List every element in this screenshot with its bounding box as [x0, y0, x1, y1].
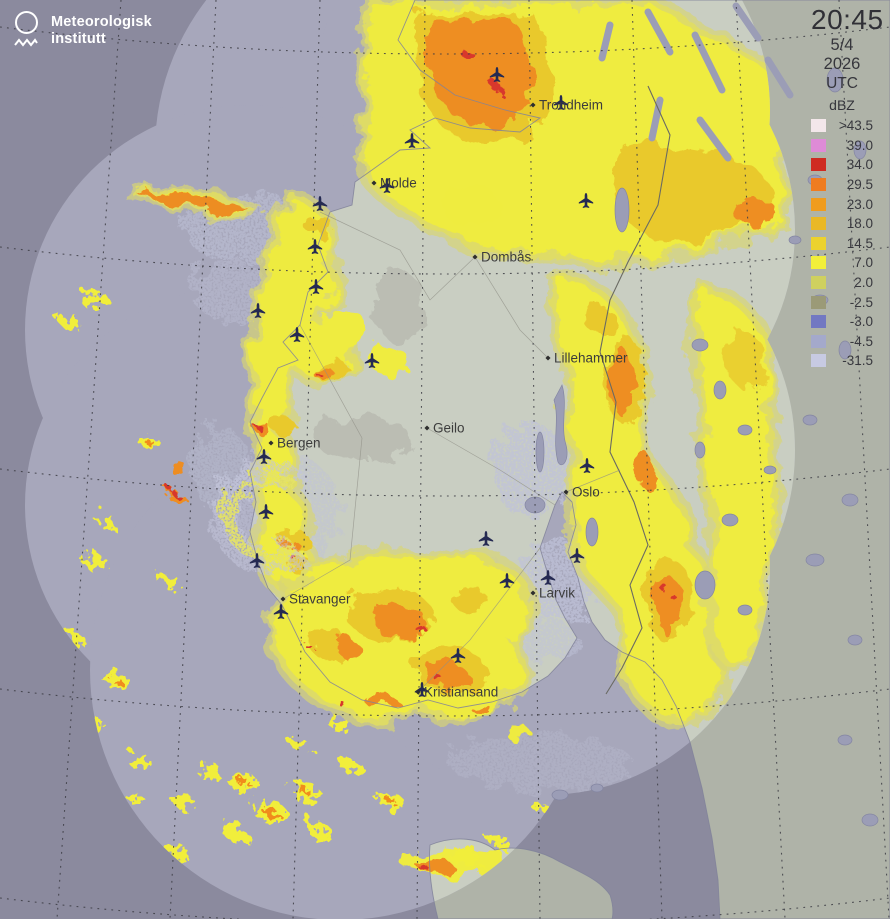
legend-swatch	[811, 315, 826, 329]
legend-label: 2.0	[854, 275, 873, 291]
legend-swatch	[811, 236, 826, 250]
legend-label: 7.0	[854, 255, 873, 271]
country-border	[599, 85, 671, 695]
legend-row: 18.0	[811, 214, 873, 234]
legend-swatch	[811, 334, 826, 348]
logo-text: Meteorologisk institutt	[51, 11, 152, 48]
legend-row: 29.5	[811, 175, 873, 195]
city-label-trondheim: Trondheim	[530, 98, 603, 113]
clutter-ring	[211, 460, 307, 575]
legend-row: 39.0	[811, 136, 873, 156]
city-label-larvik: Larvik	[530, 586, 575, 601]
legend-label: 18.0	[846, 216, 873, 232]
legend-row: -31.5	[811, 351, 873, 371]
legend-row: -3.0	[811, 312, 873, 332]
clock-timezone: UTC	[826, 75, 858, 92]
legend-swatch	[811, 197, 826, 211]
legend-swatch	[811, 256, 826, 270]
city-label-dombås: Dombås	[472, 250, 532, 265]
legend-swatch	[811, 178, 826, 192]
city-labels: Trondheim Molde Dombås Lillehammer Geilo Berg…	[268, 98, 628, 700]
logo-line1: Meteorologisk	[51, 14, 152, 30]
city-name: Lillehammer	[554, 351, 628, 366]
legend-swatch	[811, 119, 826, 133]
legend-swatch	[811, 354, 826, 368]
logo-circle-icon	[14, 11, 38, 34]
clock-time: 20:45	[811, 4, 884, 35]
legend-row: -2.5	[811, 292, 873, 312]
dbz-legend: >43.5 39.0 34.0 29.5 23.0 18.0 14.5 7.0 2.0 -2.5 -…	[811, 116, 873, 371]
logo-zigzag-icon	[14, 38, 38, 47]
city-name: Molde	[380, 176, 417, 191]
city-label-oslo: Oslo	[563, 485, 600, 500]
legend-title: dBZ	[829, 97, 855, 113]
city-label-lillehammer: Lillehammer	[545, 351, 628, 366]
legend-swatch	[811, 138, 826, 152]
legend-row: 34.0	[811, 155, 873, 175]
county-borders	[282, 211, 621, 693]
legend-row: 2.0	[811, 273, 873, 293]
city-name: Stavanger	[289, 592, 351, 607]
legend-swatch	[811, 158, 826, 172]
met-logo-icon	[13, 11, 39, 48]
logo-line2: institutt	[51, 31, 106, 47]
city-marker-icon	[530, 590, 536, 596]
legend-row: >43.5	[811, 116, 873, 136]
city-marker-icon	[545, 355, 551, 361]
legend-label: 29.5	[846, 177, 873, 193]
legend-row: 7.0	[811, 253, 873, 273]
legend-label: -3.0	[849, 314, 873, 330]
city-name: Oslo	[572, 485, 600, 500]
city-marker-icon	[563, 489, 569, 495]
legend-label: -4.5	[849, 333, 873, 349]
city-marker-icon	[280, 596, 286, 602]
lakes	[524, 2, 879, 827]
legend-swatch	[811, 276, 826, 290]
info-panel: 20:45 5/4 2026 UTC dBZ >43.5 39.0 34.0 29.5…	[811, 4, 884, 371]
city-label-bergen: Bergen	[268, 436, 321, 451]
legend-label: 39.0	[846, 137, 873, 153]
city-name: Dombås	[481, 250, 532, 265]
legend-swatch	[811, 217, 826, 231]
legend-label: -2.5	[849, 294, 873, 310]
met-institute-logo: Meteorologisk institutt	[13, 11, 152, 48]
city-marker-icon	[415, 689, 421, 695]
legend-row: 14.5	[811, 234, 873, 254]
city-name: Geilo	[433, 421, 465, 436]
city-name: Trondheim	[539, 98, 603, 113]
city-name: Bergen	[277, 436, 321, 451]
legend-label: -31.5	[842, 353, 873, 369]
city-label-stavanger: Stavanger	[280, 592, 351, 607]
legend-row: 23.0	[811, 194, 873, 214]
city-name: Kristiansand	[424, 685, 498, 700]
clock-date: 5/4 2026	[823, 36, 861, 73]
scattered-cells	[52, 90, 553, 866]
legend-row: -4.5	[811, 332, 873, 352]
city-name: Larvik	[539, 586, 575, 601]
legend-label: 23.0	[846, 196, 873, 212]
legend-label: 14.5	[846, 235, 873, 251]
legend-label: 34.0	[846, 157, 873, 173]
city-marker-icon	[530, 102, 536, 108]
city-label-kristiansand: Kristiansand	[415, 685, 498, 700]
legend-label: >43.5	[838, 118, 873, 134]
legend-swatch	[811, 295, 826, 309]
